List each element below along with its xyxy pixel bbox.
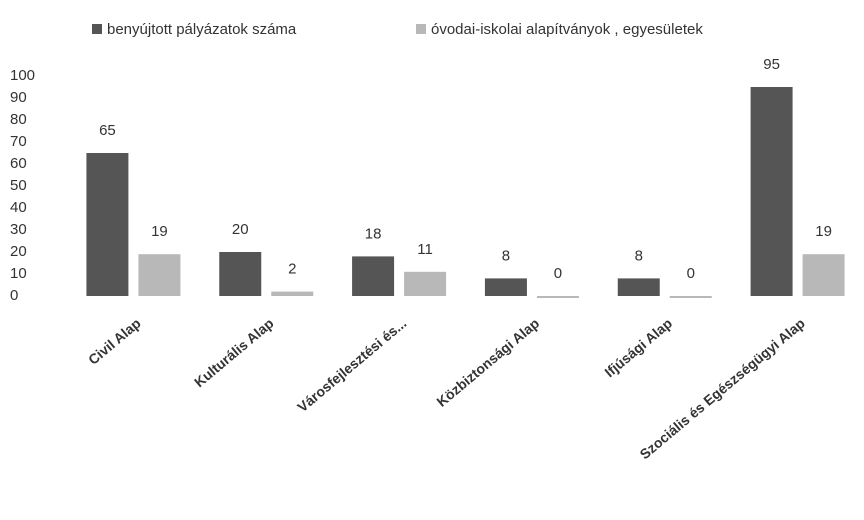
data-label: 18 bbox=[365, 225, 382, 242]
x-tick-label: Városfejlesztési és... bbox=[294, 315, 409, 415]
x-tick-label: Civil Alap bbox=[85, 315, 144, 368]
y-tick-label: 100 bbox=[10, 67, 35, 84]
legend-swatch bbox=[92, 24, 102, 34]
data-label: 8 bbox=[635, 247, 643, 264]
bar bbox=[802, 254, 845, 296]
y-tick-label: 10 bbox=[10, 265, 27, 282]
bar bbox=[617, 278, 660, 296]
bar bbox=[669, 296, 712, 298]
data-label: 95 bbox=[763, 56, 780, 73]
bar bbox=[352, 256, 395, 296]
bar bbox=[219, 252, 262, 296]
data-label: 2 bbox=[288, 261, 296, 278]
data-label: 65 bbox=[99, 122, 116, 139]
data-label: 11 bbox=[417, 241, 433, 258]
bar bbox=[484, 278, 527, 296]
bar bbox=[86, 153, 129, 296]
y-tick-label: 90 bbox=[10, 89, 27, 106]
y-tick-label: 50 bbox=[10, 177, 27, 194]
x-tick-label: Közbiztonsági Alap bbox=[433, 315, 542, 410]
data-label: 8 bbox=[502, 247, 510, 264]
bar bbox=[750, 87, 793, 296]
y-tick-label: 40 bbox=[10, 199, 27, 216]
bar bbox=[404, 271, 447, 296]
bar bbox=[536, 296, 579, 298]
x-tick-label: Kulturális Alap bbox=[191, 315, 277, 390]
y-tick-label: 80 bbox=[10, 111, 27, 128]
y-tick-label: 20 bbox=[10, 243, 27, 260]
legend-label: óvodai-iskolai alapítványok , egyesülete… bbox=[431, 21, 703, 38]
bar bbox=[138, 254, 181, 296]
data-label: 20 bbox=[232, 221, 249, 238]
data-label: 0 bbox=[554, 265, 562, 282]
y-tick-label: 30 bbox=[10, 221, 27, 238]
legend-swatch bbox=[416, 24, 426, 34]
y-tick-label: 60 bbox=[10, 155, 27, 172]
x-tick-label: Ifjúsági Alap bbox=[601, 315, 675, 380]
data-label: 19 bbox=[815, 223, 832, 240]
data-label: 19 bbox=[151, 223, 168, 240]
y-tick-label: 0 bbox=[10, 287, 18, 304]
bar bbox=[271, 291, 314, 296]
data-label: 0 bbox=[687, 265, 695, 282]
y-tick-label: 70 bbox=[10, 133, 27, 150]
legend-label: benyújtott pályázatok száma bbox=[107, 21, 297, 38]
